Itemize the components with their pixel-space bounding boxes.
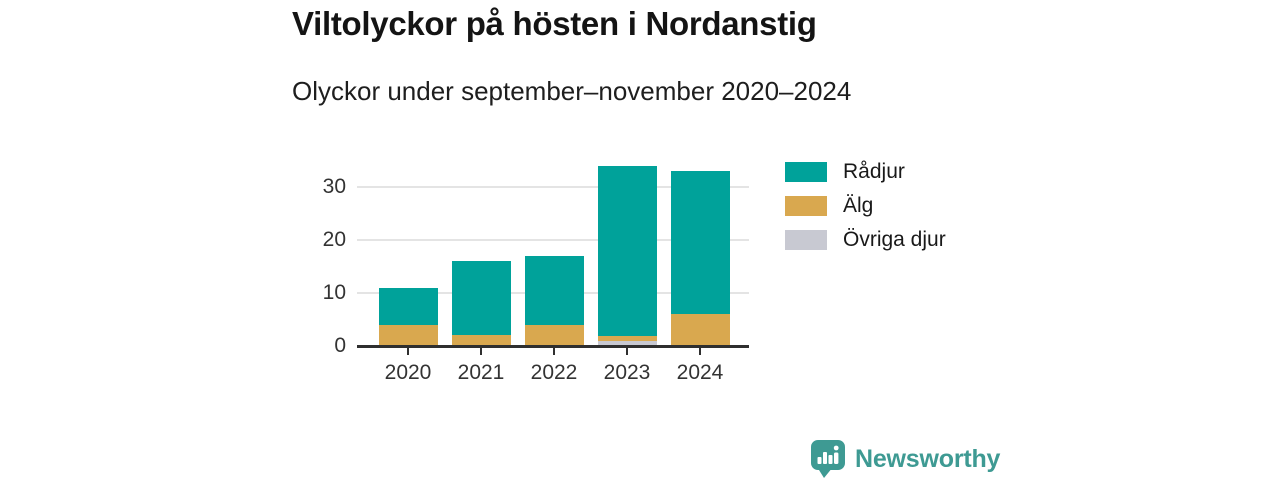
y-tick-label-0: 0 [334,334,346,357]
x-tick-label-2020: 2020 [384,361,432,384]
bar-2023 [597,166,657,346]
gridline-30 [357,186,749,188]
x-tick-label-2021: 2021 [457,361,505,384]
bar-segment [451,261,511,335]
x-tick-label-2023: 2023 [603,361,651,384]
newsworthy-icon [811,440,845,478]
bar-segment [451,335,511,346]
newsworthy-logo: Newsworthy [811,440,1000,478]
bar-segment [597,336,657,341]
legend: Rådjur Älg Övriga djur [785,160,946,264]
chart-title: Viltolyckor på hösten i Nordanstig [292,5,817,42]
x-tick-2021 [480,348,482,355]
gridline-20 [357,239,749,241]
x-tick-label-2022: 2022 [530,361,578,384]
x-tick-2024 [699,348,701,355]
legend-label: Rådjur [843,160,905,183]
bar-2020 [378,288,438,346]
bar-segment [378,288,438,325]
bar-2024 [670,171,730,346]
legend-label: Älg [843,194,874,217]
legend-item: Rådjur [785,160,946,183]
legend-item: Älg [785,194,946,217]
legend-label: Övriga djur [843,228,946,251]
y-tick-label-30: 30 [322,175,346,198]
x-tick-label-2024: 2024 [676,361,724,384]
x-tick-2023 [626,348,628,355]
bar-segment [597,341,657,346]
bar-segment [670,171,730,314]
legend-swatch [785,196,827,216]
bar-segment [597,166,657,336]
y-tick-label-10: 10 [322,281,346,304]
bar-segment [524,325,584,346]
legend-item: Övriga djur [785,228,946,251]
chart-subtitle: Olyckor under september–november 2020–20… [292,76,852,106]
y-tick-label-20: 20 [322,228,346,251]
bar-segment [378,325,438,346]
x-tick-2022 [553,348,555,355]
x-axis-line [357,345,749,348]
newsworthy-wordmark: Newsworthy [855,444,1001,473]
bar-segment [670,314,730,346]
bar-2021 [451,261,511,346]
bar-2022 [524,256,584,346]
x-tick-2020 [407,348,409,355]
legend-swatch [785,162,827,182]
legend-swatch [785,230,827,250]
bar-segment [524,256,584,325]
